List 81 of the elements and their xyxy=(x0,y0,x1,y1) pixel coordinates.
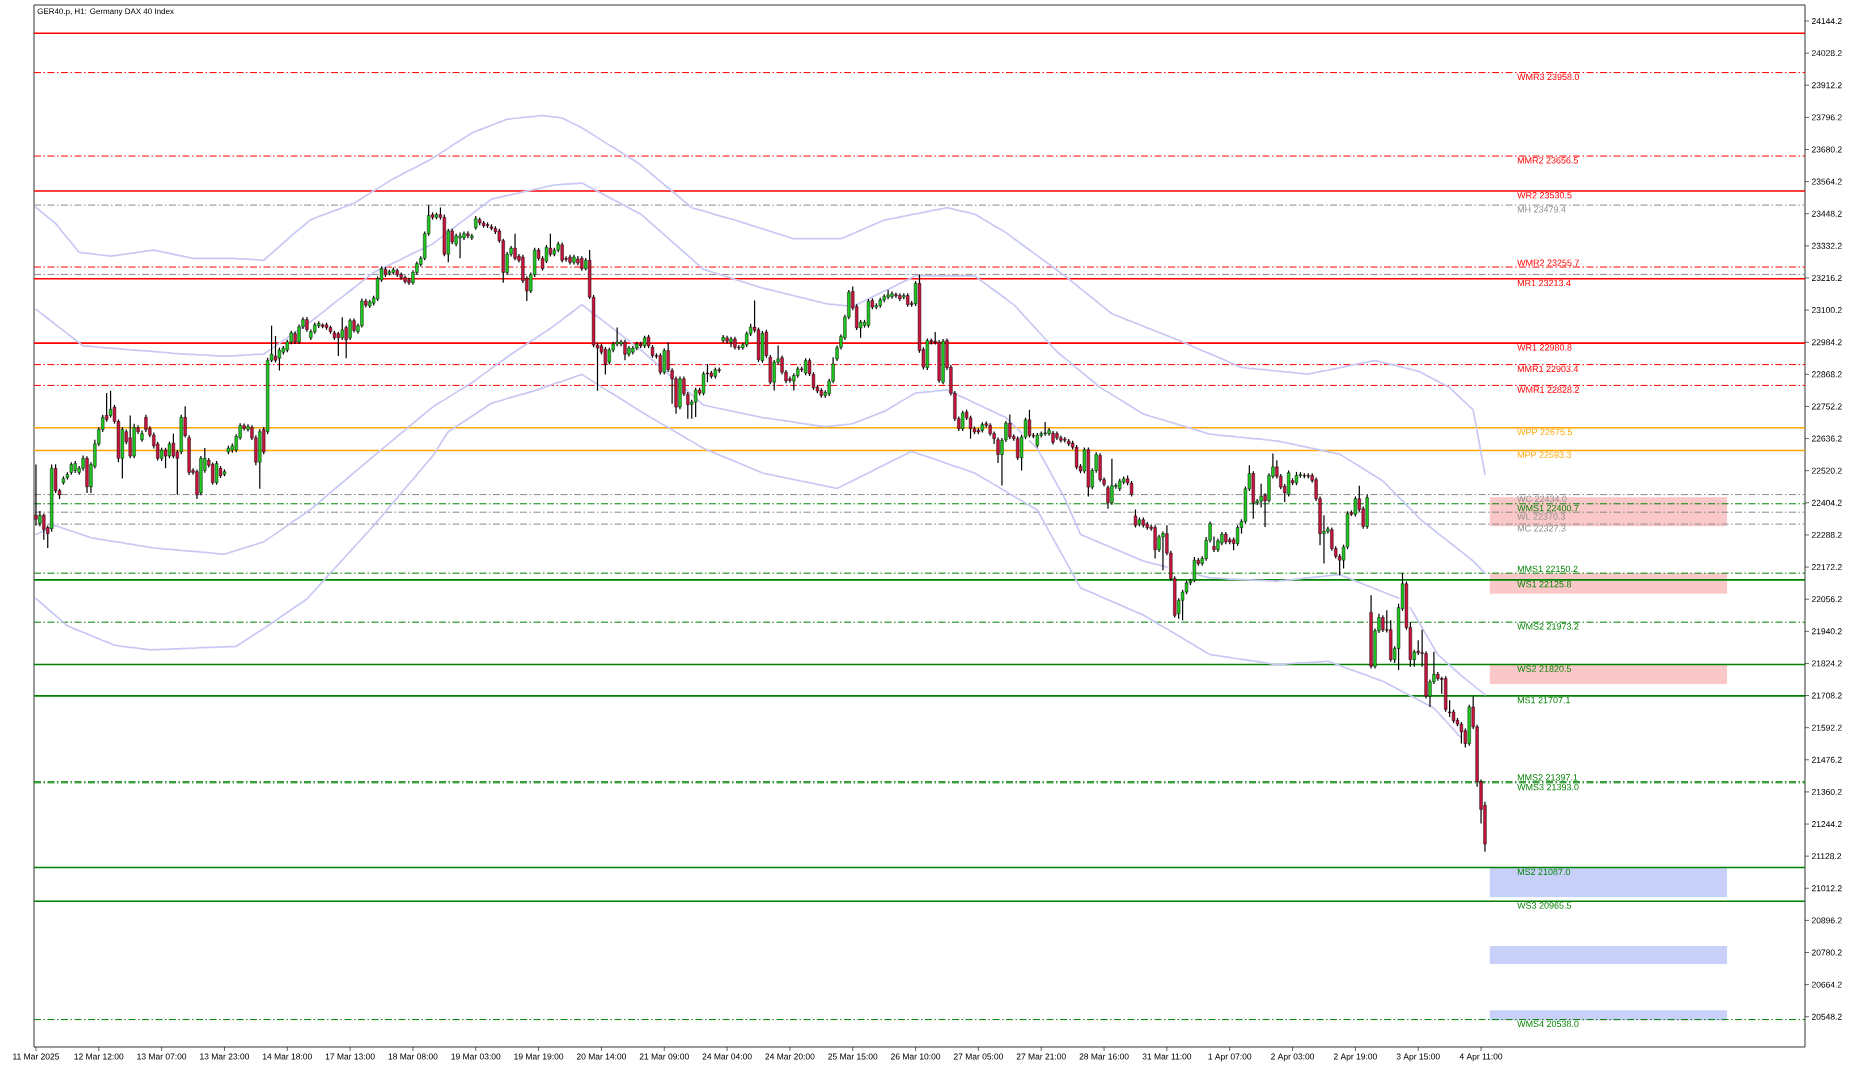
x-tick-label: 17 Mar 13:00 xyxy=(325,1053,375,1060)
x-tick-label: 3 Apr 15:00 xyxy=(1396,1053,1440,1062)
ref-line-label: MMS1 22150.2 xyxy=(1517,565,1578,573)
ref-line-label: MMR2 23656.5 xyxy=(1517,157,1579,164)
x-tick-label: 28 Mar 16:00 xyxy=(1079,1053,1129,1060)
x-tick-label: 12 Mar 12:00 xyxy=(74,1053,124,1060)
y-tick-label: 23216.2 xyxy=(1811,274,1842,281)
x-tick-label: 19 Mar 19:00 xyxy=(514,1053,564,1060)
y-tick-label: 23332.2 xyxy=(1811,242,1842,249)
ref-line-label: WL 22370.3 xyxy=(1517,513,1566,520)
ref-line-label: WMS1 22400.7 xyxy=(1517,504,1579,512)
y-tick-label: 24144.2 xyxy=(1811,18,1842,24)
y-tick-label: 21476.2 xyxy=(1811,756,1842,763)
x-tick-label: 21 Mar 09:00 xyxy=(639,1053,689,1060)
ref-line-label: MPP 22593.3 xyxy=(1517,451,1572,458)
y-tick-label: 21360.2 xyxy=(1811,788,1842,795)
ref-line-label: WMS4 20538.0 xyxy=(1517,1020,1579,1028)
ref-line-label: MC 22327.3 xyxy=(1517,525,1566,532)
x-tick-label: 24 Mar 04:00 xyxy=(702,1053,752,1060)
y-tick-label: 22288.2 xyxy=(1811,531,1842,538)
ref-line-label: WC 22434.0 xyxy=(1517,495,1567,503)
y-tick-label: 22868.2 xyxy=(1811,371,1842,378)
x-tick-label: 13 Mar 07:00 xyxy=(137,1053,187,1060)
y-tick-label: 23680.2 xyxy=(1811,146,1842,153)
x-tick-label: 27 Mar 21:00 xyxy=(1016,1053,1066,1060)
y-tick-label: 21940.2 xyxy=(1811,628,1842,635)
x-tick-label: 2 Apr 03:00 xyxy=(1271,1053,1315,1062)
x-tick-label: 27 Mar 05:00 xyxy=(953,1053,1003,1060)
y-tick-label: 23912.2 xyxy=(1811,82,1842,89)
ref-line-label: WMS2 21973.2 xyxy=(1517,623,1579,630)
y-tick-label: 22520.2 xyxy=(1811,467,1842,474)
x-tick-label: 14 Mar 18:00 xyxy=(262,1053,312,1060)
ref-line-label: MS1 21707.1 xyxy=(1517,696,1571,704)
x-tick-label: 18 Mar 08:00 xyxy=(388,1053,438,1060)
ref-line-label: MR1 23213.4 xyxy=(1517,279,1571,287)
ref-line-label: WMR1 22828.2 xyxy=(1517,386,1579,393)
y-tick-label: 22636.2 xyxy=(1811,435,1842,442)
ref-line-label: WS3 20965.5 xyxy=(1517,902,1572,909)
ref-line-label: MS2 21087.0 xyxy=(1517,868,1571,876)
ref-line-label: WPP 22675.5 xyxy=(1517,428,1573,436)
ref-line-label: MMR1 22903.4 xyxy=(1517,365,1579,373)
y-tick-label: 20780.2 xyxy=(1811,949,1842,956)
x-tick-label: 2 Apr 19:00 xyxy=(1333,1053,1377,1062)
ref-line-label: MH 23479.4 xyxy=(1517,206,1566,213)
x-tick-label: 1 Apr 07:00 xyxy=(1208,1053,1252,1062)
x-tick-label: 20 Mar 14:00 xyxy=(576,1053,627,1060)
x-tick-label: 13 Mar 23:00 xyxy=(200,1053,250,1060)
x-tick-label: 11 Mar 2025 xyxy=(13,1053,60,1060)
x-tick-label: 4 Apr 11:00 xyxy=(1459,1053,1503,1062)
y-tick-label: 21824.2 xyxy=(1811,660,1842,667)
ref-line-label: WR2 23530.5 xyxy=(1517,192,1572,199)
x-tick-label: 31 Mar 11:00 xyxy=(1142,1053,1192,1060)
y-tick-label: 23564.2 xyxy=(1811,178,1842,185)
ref-line-label: MMS2 21397.1 xyxy=(1517,774,1578,781)
y-tick-label: 23100.2 xyxy=(1811,307,1842,314)
ref-line-label: WMR3 23958.0 xyxy=(1517,73,1580,81)
y-tick-label: 20664.2 xyxy=(1811,981,1842,988)
y-tick-label: 21708.2 xyxy=(1811,692,1842,699)
y-tick-label: 22752.2 xyxy=(1811,403,1842,410)
y-tick-label: 23448.2 xyxy=(1811,210,1842,217)
y-tick-label: 21012.2 xyxy=(1811,885,1842,892)
y-tick-label: 21128.2 xyxy=(1811,853,1842,860)
ref-line-label: WS1 22125.8 xyxy=(1517,581,1572,588)
y-tick-label: 22984.2 xyxy=(1811,339,1842,346)
y-tick-label: 22056.2 xyxy=(1811,596,1842,603)
y-tick-label: 23796.2 xyxy=(1811,114,1842,121)
ref-line-label: WR1 22980.8 xyxy=(1517,344,1572,351)
x-tick-label: 26 Mar 10:00 xyxy=(891,1053,941,1060)
x-tick-label: 25 Mar 15:00 xyxy=(828,1053,878,1060)
y-tick-label: 20548.2 xyxy=(1811,1013,1842,1020)
ref-line-label: WMR2 23255.7 xyxy=(1517,259,1579,266)
y-tick-label: 21244.2 xyxy=(1811,821,1842,827)
x-tick-label: 19 Mar 03:00 xyxy=(451,1053,501,1060)
y-tick-label: 22172.2 xyxy=(1811,564,1842,571)
y-tick-label: 24028.2 xyxy=(1811,50,1842,57)
x-tick-label: 24 Mar 20:00 xyxy=(765,1053,815,1060)
y-tick-label: 20896.2 xyxy=(1811,917,1842,924)
y-tick-label: 22404.2 xyxy=(1811,499,1842,506)
y-tick-label: 21592.2 xyxy=(1811,724,1842,731)
ref-line-label: WMS3 21393.0 xyxy=(1517,783,1579,791)
ref-line-label: WS2 21820.5 xyxy=(1517,665,1572,672)
